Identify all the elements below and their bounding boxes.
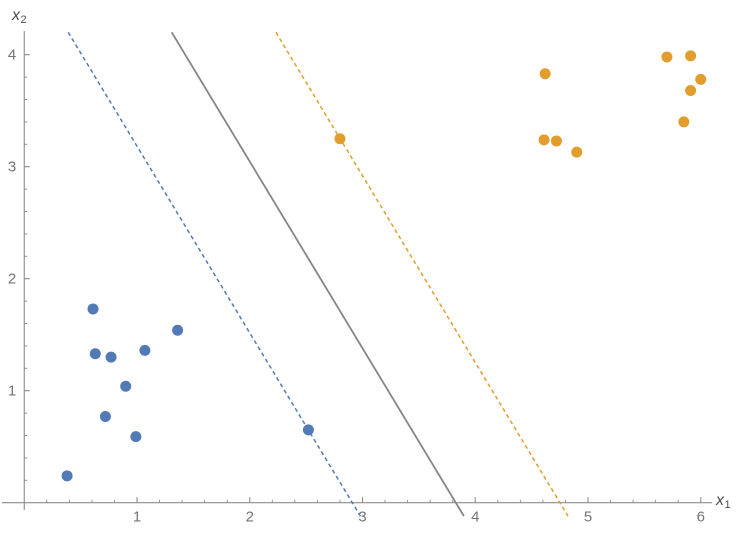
scatter-point-class-2-orange (685, 50, 697, 62)
scatter-point-class-1-blue (99, 410, 111, 422)
x-tick-label-6: 6 (697, 509, 705, 526)
scatter-point-class-1-blue (120, 380, 132, 392)
decision-boundary-line (170, 31, 465, 517)
scatter-point-class-1-blue (172, 324, 184, 336)
y-tick-label-3: 3 (8, 159, 16, 176)
scatter-point-class-2-orange (550, 135, 562, 147)
scatter-point-class-2-orange (539, 68, 551, 80)
scatter-point-class-2-orange (334, 133, 346, 145)
y-axis-label-sub: 2 (20, 14, 27, 26)
y-tick-label-4: 4 (8, 47, 16, 64)
y-tick-label-1: 1 (8, 383, 16, 400)
scatter-point-class-1-blue (89, 348, 101, 360)
margin-line-blue (67, 31, 362, 517)
x-tick-label-3: 3 (358, 509, 366, 526)
x-tick-label-4: 4 (471, 509, 479, 526)
scatter-point-class-1-blue (87, 303, 99, 315)
y-axis-label-base: x (12, 7, 20, 24)
y-axis-label: x2 (12, 8, 27, 26)
margin-line-orange (275, 31, 569, 517)
y-tick-label-2: 2 (8, 271, 16, 288)
scatter-point-class-1-blue (105, 351, 117, 363)
x-axis-label-sub: 1 (724, 499, 731, 511)
scatter-point-class-2-orange (685, 85, 697, 97)
scatter-point-class-1-blue (139, 344, 151, 356)
scatter-point-class-1-blue (302, 424, 314, 436)
scatter-point-class-2-orange (661, 51, 673, 63)
scatter-point-class-1-blue (130, 431, 142, 443)
scatter-point-class-2-orange (695, 73, 707, 85)
scatter-point-class-1-blue (61, 470, 73, 482)
x-axis-label: x1 (716, 493, 731, 511)
x-tick-label-5: 5 (584, 509, 592, 526)
scatter-point-class-2-orange (538, 134, 550, 146)
scatter-point-class-2-orange (678, 116, 690, 128)
x-axis-label-base: x (716, 492, 724, 509)
scatter-point-class-2-orange (571, 146, 583, 158)
x-tick-label-1: 1 (133, 509, 141, 526)
x-tick-label-2: 2 (246, 509, 254, 526)
